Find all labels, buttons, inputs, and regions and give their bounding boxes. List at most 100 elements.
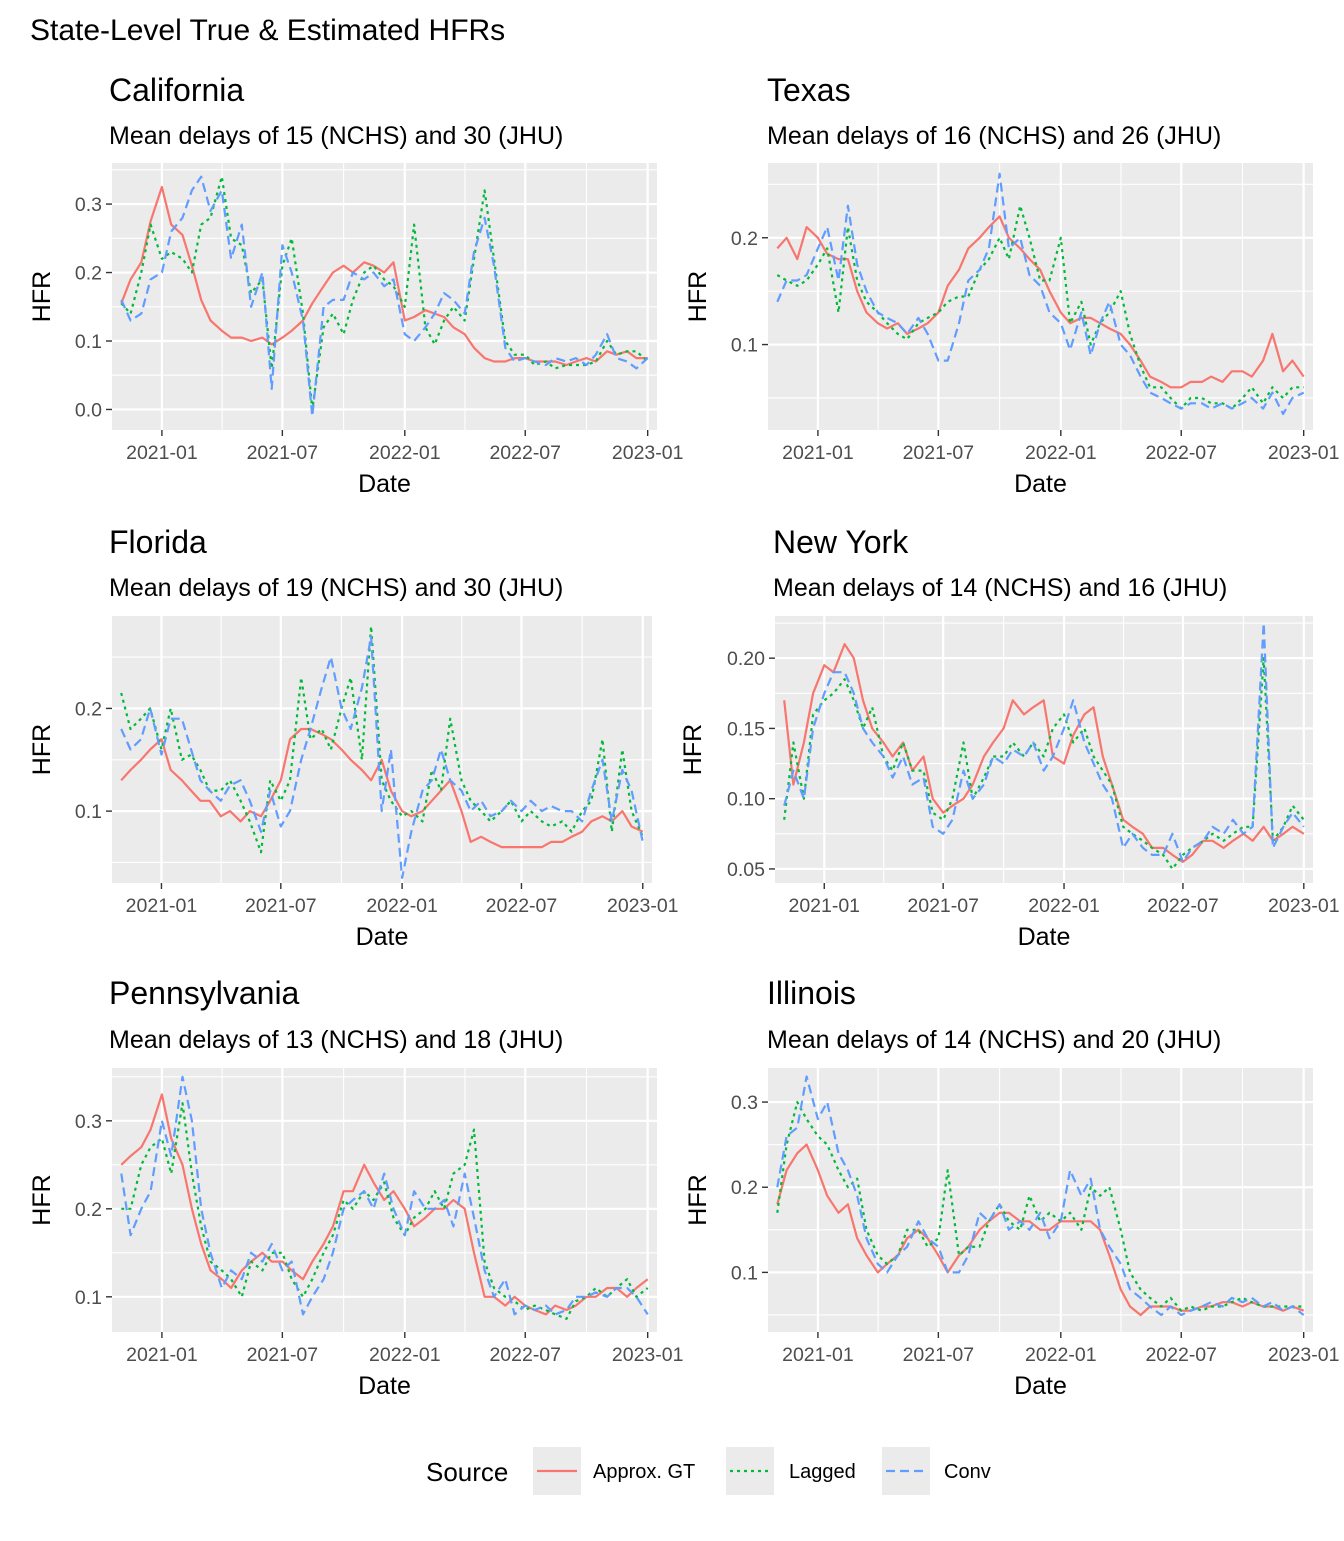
- panel-new-york: New York Mean delays of 14 (NCHS) and 16 …: [679, 524, 1340, 951]
- x-tick-label: 2021-07: [907, 895, 979, 917]
- y-tick-label: 0.15: [727, 718, 765, 740]
- y-tick-label: 0.1: [731, 335, 758, 357]
- x-axis-label: Date: [1014, 470, 1067, 498]
- y-tick-label: 0.3: [75, 194, 102, 216]
- y-tick-label: 0.2: [75, 263, 102, 285]
- x-tick-label: 2022-01: [1025, 1344, 1097, 1366]
- panel-subtitle: Mean delays of 19 (NCHS) and 30 (JHU): [109, 574, 563, 602]
- series-line-conv: [120, 635, 644, 879]
- x-axis-label: Date: [358, 1372, 411, 1400]
- y-tick-label: 0.3: [75, 1111, 102, 1133]
- y-tick-label: 0.2: [75, 1199, 102, 1221]
- grid: [775, 616, 1313, 883]
- y-tick-label: 0.1: [731, 1262, 758, 1284]
- series-group: [120, 175, 649, 418]
- x-axis-label: Date: [1014, 1372, 1067, 1400]
- y-tick-label: 0.2: [75, 698, 102, 720]
- panel-illinois: Illinois Mean delays of 14 (NCHS) and 20 …: [684, 975, 1339, 1400]
- panel-subtitle: Mean delays of 16 (NCHS) and 26 (JHU): [767, 122, 1221, 150]
- x-tick-label: 2021-01: [788, 895, 860, 917]
- panel-florida: Florida Mean delays of 19 (NCHS) and 30 (…: [28, 524, 679, 951]
- series-group: [120, 625, 644, 879]
- x-tick-label: 2023-01: [607, 895, 679, 917]
- series-line-approx-gt: [783, 643, 1305, 863]
- x-tick-label: 2021-07: [247, 442, 319, 464]
- series-line-lagged: [776, 1101, 1304, 1312]
- x-tick-label: 2021-07: [903, 442, 975, 464]
- figure-title: State-Level True & Estimated HFRs: [30, 14, 505, 47]
- x-tick-label: 2023-01: [1268, 895, 1340, 917]
- series-line-conv: [776, 172, 1305, 416]
- plot-background: [775, 616, 1313, 883]
- x-tick-label: 2022-07: [1147, 895, 1219, 917]
- grid: [112, 1068, 657, 1332]
- legend-label: Approx. GT: [593, 1461, 695, 1483]
- series-line-approx-gt: [120, 727, 644, 849]
- legend-entry-conv: Conv: [882, 1447, 991, 1495]
- x-tick-label: 2022-01: [1025, 442, 1097, 464]
- y-axis-label: HFR: [28, 724, 56, 775]
- x-tick-label: 2022-01: [1028, 895, 1100, 917]
- x-axis-label: Date: [1018, 923, 1071, 951]
- panel-title: California: [109, 72, 244, 108]
- series-line-conv: [120, 175, 649, 418]
- y-axis-label: HFR: [28, 271, 56, 322]
- series-line-lagged: [783, 657, 1305, 870]
- panels: California Mean delays of 15 (NCHS) and 3…: [28, 72, 1340, 1400]
- series-line-lagged: [121, 1102, 649, 1320]
- series-group: [776, 172, 1305, 416]
- y-tick-label: 0.1: [75, 331, 102, 353]
- x-tick-label: 2022-07: [1145, 442, 1217, 464]
- y-axis-label: HFR: [679, 724, 707, 775]
- x-tick-label: 2022-01: [369, 1344, 441, 1366]
- x-tick-label: 2022-07: [486, 895, 558, 917]
- x-tick-label: 2023-01: [612, 1344, 684, 1366]
- y-axis-label: HFR: [684, 271, 712, 322]
- x-tick-label: 2021-01: [126, 895, 198, 917]
- panel-subtitle: Mean delays of 15 (NCHS) and 30 (JHU): [109, 122, 563, 150]
- y-tick-label: 0.20: [727, 648, 765, 670]
- x-tick-label: 2023-01: [1268, 442, 1340, 464]
- x-tick-label: 2023-01: [1268, 1344, 1340, 1366]
- y-tick-label: 0.10: [727, 789, 765, 811]
- series-group: [120, 1075, 649, 1320]
- legend: Source Approx. GT Lagged Conv: [426, 1447, 991, 1495]
- x-axis-label: Date: [358, 470, 411, 498]
- panel-subtitle: Mean delays of 13 (NCHS) and 18 (JHU): [109, 1026, 563, 1054]
- panel-title: Illinois: [767, 975, 856, 1011]
- series-line-lagged: [776, 204, 1304, 410]
- x-tick-label: 2021-07: [245, 895, 317, 917]
- y-tick-label: 0.1: [75, 1287, 102, 1309]
- x-axis-label: Date: [356, 923, 409, 951]
- series-line-approx-gt: [120, 185, 648, 367]
- legend-entry-approx-gt: Approx. GT: [533, 1447, 695, 1495]
- y-tick-label: 0.2: [731, 228, 758, 250]
- y-tick-label: 0.1: [75, 801, 102, 823]
- panel-title: Texas: [767, 72, 851, 108]
- x-tick-label: 2021-01: [782, 442, 854, 464]
- plot-background: [768, 163, 1313, 430]
- panel-texas: Texas Mean delays of 16 (NCHS) and 26 (JH…: [684, 72, 1339, 498]
- x-tick-label: 2021-01: [782, 1344, 854, 1366]
- series-line-lagged: [120, 625, 644, 854]
- series-line-approx-gt: [120, 1093, 649, 1316]
- y-tick-label: 0.0: [75, 399, 102, 421]
- x-tick-label: 2022-07: [1145, 1344, 1217, 1366]
- x-tick-label: 2022-01: [366, 895, 438, 917]
- panel-subtitle: Mean delays of 14 (NCHS) and 16 (JHU): [773, 574, 1227, 602]
- series-line-conv: [120, 1075, 649, 1316]
- legend-entry-lagged: Lagged: [726, 1447, 856, 1495]
- series-group: [776, 1075, 1305, 1317]
- series-line-conv: [776, 1075, 1305, 1317]
- y-axis-label: HFR: [28, 1174, 56, 1225]
- panel-california: California Mean delays of 15 (NCHS) and 3…: [28, 72, 683, 498]
- series-line-lagged: [120, 175, 649, 411]
- grid: [768, 163, 1313, 430]
- grid: [112, 163, 657, 430]
- x-tick-label: 2021-01: [126, 442, 198, 464]
- x-tick-label: 2022-01: [369, 442, 441, 464]
- x-tick-label: 2021-01: [126, 1344, 198, 1366]
- panel-title: Pennsylvania: [109, 975, 300, 1011]
